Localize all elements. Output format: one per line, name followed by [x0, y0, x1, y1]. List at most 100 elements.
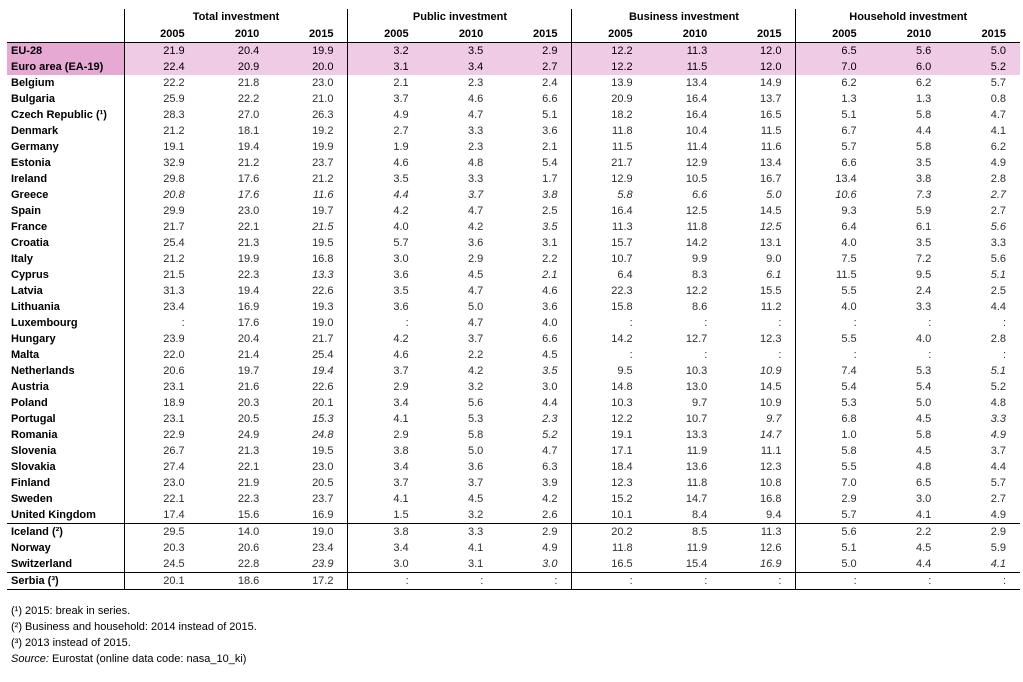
value-cell: 14.2 [611, 332, 633, 345]
value-cell: 19.9 [237, 252, 260, 265]
row-label: Estonia [7, 155, 125, 171]
value-cell: 5.3 [468, 412, 484, 425]
row-label: Greece [7, 187, 125, 203]
value-cell: 5.0 [468, 300, 484, 313]
value-cell: 3.2 [468, 380, 484, 393]
value-cell: 5.2 [990, 380, 1006, 393]
value-cell: 20.6 [163, 364, 185, 377]
table-row: Spain 29.9 23.0 19.7 4.2 4.7 2.5 16.4 12.5 14.5 9.… [7, 203, 1020, 219]
table-row: Sweden 22.1 22.3 23.7 4.1 4.5 4.2 15.2 14.7 16.8 2… [7, 491, 1020, 507]
value-cell: 6.0 [870, 59, 946, 75]
value-cell: 19.1 [611, 428, 633, 441]
value-cell: 10.7 [611, 252, 633, 265]
value-cell: : [497, 572, 573, 590]
value-cell: 2.9 [393, 428, 409, 441]
value-cell: 6.4 [841, 220, 857, 233]
value-cell: 3.7 [393, 476, 409, 489]
value-cell: : [853, 348, 857, 361]
value-cell: 3.2 [468, 508, 484, 521]
value-cell: 26.7 [163, 444, 185, 457]
value-cell: : [704, 348, 708, 361]
value-cell: 18.2 [611, 108, 633, 121]
value-cell: 4.0 [841, 236, 857, 249]
value-cell: 1.3 [915, 92, 932, 105]
value-cell: 21.5 [163, 268, 185, 281]
row-label: Denmark [7, 123, 125, 139]
value-cell: 2.4 [915, 284, 932, 297]
footnote: (³) 2013 instead of 2015. [11, 637, 131, 649]
value-cell: 5.7 [841, 140, 857, 153]
corner-cell [7, 9, 125, 26]
value-cell: 2.7 [393, 124, 409, 137]
value-cell: 16.5 [721, 107, 797, 123]
table-row: Bulgaria 25.9 22.2 21.0 3.7 4.6 6.6 20.9 16.4 13.… [7, 91, 1020, 107]
value-cell: 10.9 [721, 395, 797, 411]
value-cell: 2.2 [870, 523, 946, 540]
value-cell: : [945, 572, 1020, 590]
value-cell: 9.5 [617, 364, 633, 377]
value-cell: 5.0 [945, 42, 1020, 59]
value-cell: : [1002, 316, 1006, 329]
value-cell: 6.1 [915, 220, 932, 233]
value-cell: 13.7 [721, 91, 797, 107]
value-cell: 12.2 [685, 284, 708, 297]
table-row: Estonia 32.9 21.2 23.7 4.6 4.8 5.4 21.7 12.9 13.4… [7, 155, 1020, 171]
value-cell: 3.4 [393, 396, 409, 409]
value-cell: 3.5 [497, 219, 573, 235]
value-cell: 28.3 [163, 108, 185, 121]
value-cell: 4.1 [468, 541, 484, 554]
value-cell: 3.8 [915, 172, 932, 185]
value-cell: 3.0 [393, 557, 409, 570]
row-label: Euro area (EA-19) [7, 59, 125, 75]
value-cell: 17.1 [611, 444, 633, 457]
value-cell: 7.0 [841, 476, 857, 489]
value-cell: 5.4 [841, 380, 857, 393]
value-cell: 16.8 [721, 491, 797, 507]
value-cell: 22.4 [124, 59, 199, 75]
value-cell: 0.8 [990, 92, 1006, 105]
value-cell: 5.5 [841, 284, 857, 297]
row-label: EU-28 [7, 42, 125, 59]
value-cell: 11.1 [721, 443, 797, 459]
value-cell: 6.2 [990, 140, 1006, 153]
value-cell: 3.7 [990, 444, 1006, 457]
value-cell: 6.7 [841, 124, 857, 137]
value-cell: 4.7 [990, 108, 1006, 121]
table-row: Slovenia 26.7 21.3 19.5 3.8 5.0 4.7 17.1 11.9 11.… [7, 443, 1020, 459]
value-cell: 18.6 [198, 572, 274, 590]
value-cell: 21.8 [237, 76, 260, 89]
value-cell: 13.3 [273, 267, 349, 283]
table-row: United Kingdom 17.4 15.6 16.9 1.5 3.2 2.6 10.1 8… [7, 507, 1020, 524]
year-header: 2015 [497, 26, 573, 43]
value-cell: 10.3 [685, 364, 708, 377]
footnote: (¹) 2015: break in series. [11, 605, 131, 617]
value-cell: 16.7 [721, 171, 797, 187]
row-label: Poland [7, 395, 125, 411]
row-label: Slovenia [7, 443, 125, 459]
value-cell: 22.1 [237, 220, 260, 233]
value-cell: 4.4 [915, 124, 932, 137]
value-cell: 9.3 [841, 204, 857, 217]
row-label: Czech Republic (¹) [7, 107, 125, 123]
value-cell: 4.0 [915, 332, 932, 345]
row-label: Belgium [7, 75, 125, 91]
year-header: 2015 [721, 26, 797, 43]
value-cell: 4.5 [915, 444, 932, 457]
group-header: Public investment [347, 9, 573, 26]
value-cell: 3.3 [915, 300, 932, 313]
value-cell: 4.8 [915, 460, 932, 473]
value-cell: 26.3 [273, 107, 349, 123]
row-label: Germany [7, 139, 125, 155]
value-cell: 17.6 [237, 316, 260, 329]
value-cell: 21.9 [124, 42, 199, 59]
value-cell: 22.1 [163, 492, 185, 505]
table-row: Romania 22.9 24.9 24.8 2.9 5.8 5.2 19.1 13.3 14.7… [7, 427, 1020, 443]
value-cell: : [795, 572, 871, 590]
value-cell: 11.9 [686, 541, 708, 554]
value-cell: 21.2 [237, 156, 260, 169]
value-cell: 29.5 [124, 523, 199, 540]
row-label: Finland [7, 475, 125, 491]
value-cell: 4.5 [915, 412, 932, 425]
value-cell: 23.9 [273, 556, 349, 573]
value-cell: 4.2 [393, 332, 409, 345]
